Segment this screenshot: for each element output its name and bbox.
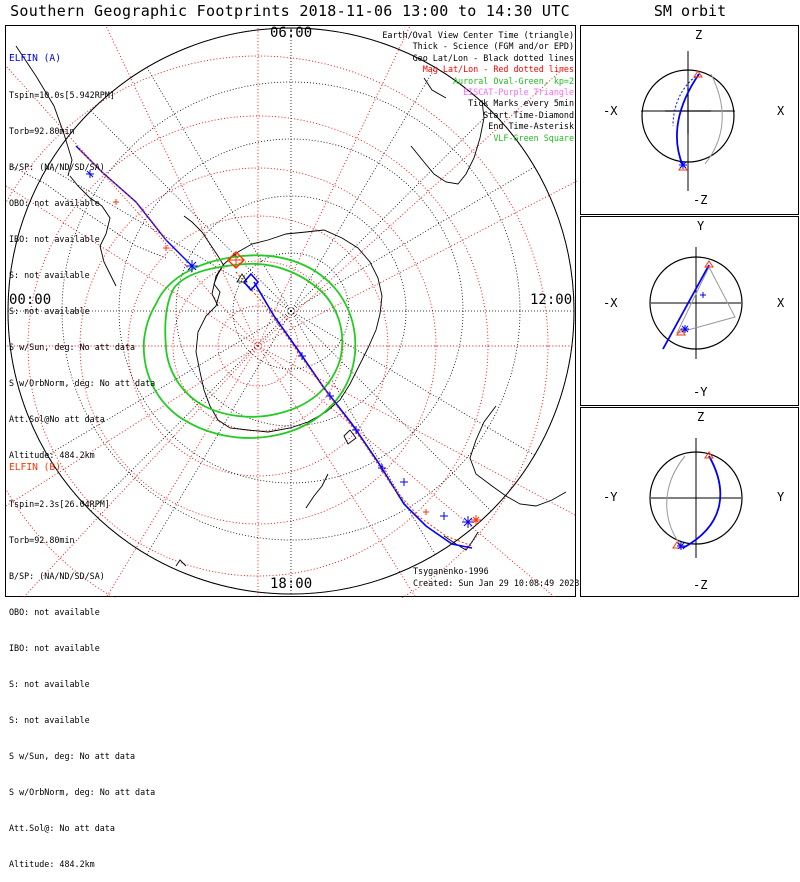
elfin-b-line: IBO: not available <box>9 643 100 653</box>
model-label: Tsyganenko-1996 <box>413 566 489 576</box>
elfin-a-line: Att.Sol@No att data <box>9 414 105 424</box>
elfin-a-line: Torb=92.80min <box>9 126 75 136</box>
sm-xy-top-label: Y <box>697 219 705 233</box>
elfin-a-info: ELFIN (A) Tspin=10.0s[5.942RPM] Torb=92.… <box>9 29 155 473</box>
legend-entry: EISCAT-Purple Triangle <box>463 86 574 97</box>
sm-xz-top-label: Z <box>695 28 703 42</box>
clock-label-top: 06:00 <box>270 25 313 41</box>
elfin-b-track <box>79 149 169 243</box>
elfin-b-ticks <box>113 199 481 525</box>
legend-entry: Auroral Oval-Green, kp=2 <box>452 75 574 86</box>
elfin-a-line: S: not available <box>9 270 90 280</box>
legend-entry: Tick Marks every 5min <box>468 98 574 109</box>
elfin-a-ticks <box>86 170 474 528</box>
geo-lon-lines <box>8 28 574 594</box>
sm-yz-right-label: Y <box>777 490 785 504</box>
elfin-a-line: S w/Sun, deg: No att data <box>9 342 136 352</box>
sm-xz-plot <box>641 51 735 191</box>
elfin-a-start-diamond <box>242 272 260 292</box>
legend-entry: VLF-Green Square <box>493 132 574 143</box>
polar-map <box>6 26 577 598</box>
sm-xy-right-label: X <box>777 296 785 310</box>
elfin-b-line: Att.Sol@: No att data <box>9 823 115 833</box>
elfin-a-line: B/SP: (NA/ND/SD/SA) <box>9 162 105 172</box>
sm-orbit-title: SM orbit <box>653 2 727 20</box>
polar-map-frame <box>5 25 577 598</box>
map-horizon <box>7 27 575 595</box>
elfin-b-line: Altitude: 484.2km <box>9 859 95 869</box>
view-center-triangle <box>236 273 248 283</box>
elfin-a-track-east <box>253 281 473 549</box>
sm-xy-left-label: -X <box>603 296 618 310</box>
clock-label-left: 00:00 <box>9 292 52 308</box>
sm-yz-top-label: Z <box>697 410 705 424</box>
elfin-a-line: IBO: not available <box>9 234 100 244</box>
elfin-a-line: S: not available <box>9 306 90 316</box>
clock-label-right: 12:00 <box>530 292 573 308</box>
elfin-a-line: Altitude: 484.2km <box>9 450 95 460</box>
elfin-b-line: B/SP: (NA/ND/SD/SA) <box>9 571 105 581</box>
sm-xz-left-label: -X <box>603 104 618 118</box>
sm-panel-xz: Z -Z -X X <box>580 25 799 215</box>
elfin-b-header: ELFIN (B) <box>9 462 61 473</box>
elfin-a-line: Tspin=10.0s[5.942RPM] <box>9 90 115 100</box>
elfin-b-info: ELFIN (B) Tspin=2.3s[26.04RPM] Torb=92.8… <box>9 438 155 882</box>
mag-lon-lines <box>6 26 577 598</box>
elfin-b-line: Torb=92.80min <box>9 535 75 545</box>
legend-entry: Thick - Science (FGM and/or EPD) <box>412 41 574 52</box>
elfin-a-header: ELFIN (A) <box>9 53 61 64</box>
elfin-b-track-east <box>235 271 473 547</box>
elfin-a-line: S w/OrbNorm, deg: No att data <box>9 378 156 388</box>
legend-entry: End Time-Asterisk <box>488 121 574 132</box>
sm-yz-bottom-label: -Z <box>693 578 708 592</box>
coastlines <box>15 45 567 567</box>
sm-xz-right-label: X <box>777 104 785 118</box>
sm-xz-bottom-label: -Z <box>693 193 708 207</box>
legend: Earth/Oval View Center Time (triangle) T… <box>382 30 574 144</box>
auroral-oval <box>142 254 357 439</box>
elfin-b-line: S w/Sun, deg: No att data <box>9 751 136 761</box>
legend-entry: Start Time-Diamond <box>483 109 574 120</box>
sm-xy-plot <box>649 247 743 359</box>
sm-yz-left-label: -Y <box>603 490 618 504</box>
elfin-b-line: S w/OrbNorm, deg: No att data <box>9 787 156 797</box>
elfin-b-line: Tspin=2.3s[26.04RPM] <box>9 499 110 509</box>
sm-panel-yz: Z -Z -Y Y <box>580 407 799 597</box>
legend-entry: Earth/Oval View Center Time (triangle) <box>382 30 574 40</box>
sm-panel-xy: Y -Y -X X <box>580 216 799 406</box>
clock-label-bottom: 18:00 <box>270 576 313 592</box>
legend-entry: Mag Lat/Lon - Red dotted lines <box>422 64 574 75</box>
plot-title: Southern Geographic Footprints 2018-11-0… <box>10 2 570 20</box>
elfin-b-line: S: not available <box>9 715 90 725</box>
sm-xy-bottom-label: -Y <box>693 385 708 399</box>
elfin-a-line: OBO: not available <box>9 198 100 208</box>
elfin-b-line: S: not available <box>9 679 90 689</box>
created-label: Created: Sun Jan 29 10:08:49 2023 <box>413 578 580 588</box>
sm-yz-plot <box>649 438 743 558</box>
legend-entry: Geo Lat/Lon - Black dotted lines <box>412 52 574 63</box>
elfin-b-line: OBO: not available <box>9 607 100 617</box>
